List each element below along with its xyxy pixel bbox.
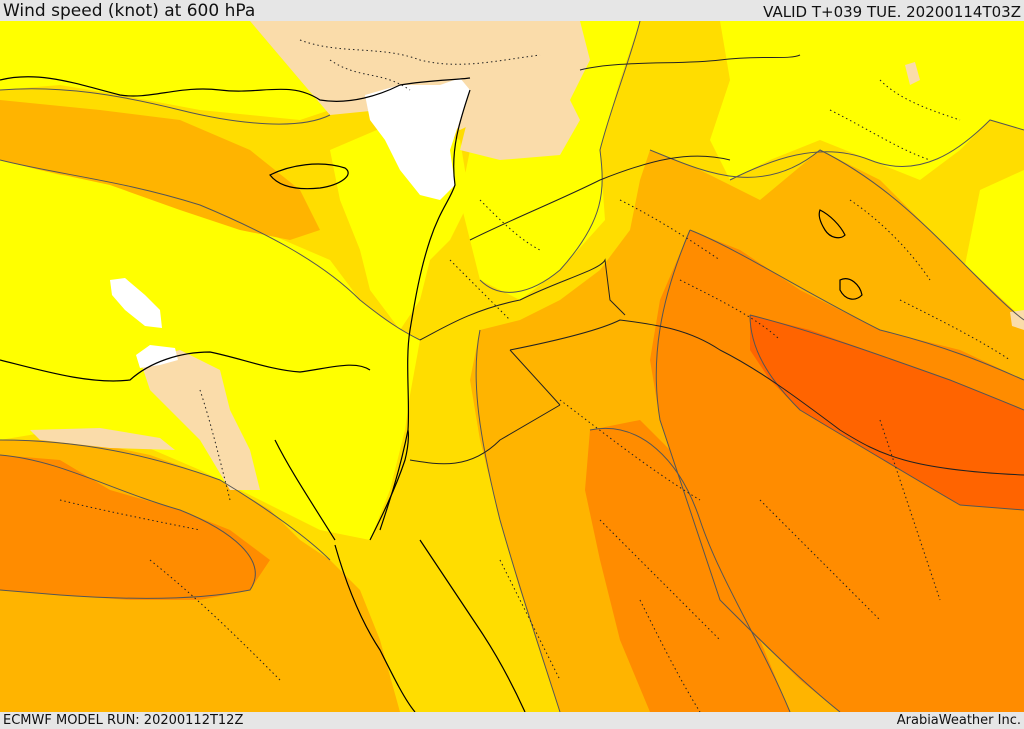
- fill-white-calm-levant: [365, 78, 470, 200]
- wind-speed-map[interactable]: [0, 21, 1024, 712]
- coastline-red-sea-east: [419, 539, 526, 712]
- fill-orange-arabia-south: [585, 420, 790, 712]
- fill-orange-egypt-west: [0, 455, 270, 600]
- contour-med-south: [0, 439, 331, 561]
- contour-orange-egypt: [0, 454, 256, 599]
- dotted-turkey-provinces: [299, 39, 541, 91]
- fill-tan-strip-egypt: [30, 428, 175, 450]
- contour-arabia-west: [475, 329, 561, 712]
- coastline-caspian-lake: [818, 209, 846, 239]
- dotted-iraq: [619, 199, 781, 341]
- dotted-egypt: [59, 389, 281, 681]
- fill-yellow-north-aegean: [0, 21, 330, 120]
- dotted-syria: [449, 199, 541, 321]
- valid-time-label: VALID T+039 TUE. 20200114T03Z: [763, 3, 1021, 21]
- contour-amber-yellow-turkey: [0, 159, 421, 341]
- fill-tan-egypt: [140, 350, 260, 490]
- contour-orange-south: [589, 428, 791, 712]
- fill-white-calm-med: [110, 278, 162, 328]
- fill-white-calm-egypt-coast: [136, 345, 178, 368]
- contour-iraq-west: [479, 21, 641, 293]
- coastline-red-sea-west: [334, 544, 416, 712]
- contour-iran-south: [729, 119, 1024, 181]
- contour-lines: [0, 21, 1024, 712]
- fill-tan-east-edge: [1010, 310, 1024, 330]
- coastline-levant: [379, 89, 471, 531]
- coastline-turkey-south: [0, 76, 471, 102]
- border-egypt-sinai: [409, 404, 561, 465]
- contour-orange-arabia: [689, 229, 1024, 381]
- country-borders: [409, 54, 1024, 476]
- fill-orange-arabia: [650, 230, 1024, 712]
- footer-bar: ECMWF MODEL RUN: 20200112T12Z ArabiaWeat…: [0, 712, 1024, 729]
- credit-label: ArabiaWeather Inc.: [896, 713, 1021, 728]
- contour-yellow-amber-north: [0, 88, 331, 125]
- coastline-gulf-lake: [839, 278, 863, 300]
- model-run-label: ECMWF MODEL RUN: 20200112T12Z: [3, 713, 244, 728]
- map-title: Wind speed (knot) at 600 hPa: [3, 1, 256, 21]
- map-canvas: [0, 21, 1024, 712]
- fill-yellow-iran: [710, 21, 1024, 180]
- fill-tan-small-east: [905, 62, 920, 85]
- fill-deep-orange-jet-core: [750, 315, 1024, 510]
- contour-orange-arabia-west: [655, 229, 841, 712]
- coastlines: [0, 76, 863, 712]
- dotted-red-sea-region: [499, 559, 701, 712]
- fill-amber-turkey-band: [0, 100, 320, 240]
- border-iraq-saudi: [509, 319, 1024, 476]
- border-jordan: [419, 258, 626, 341]
- header-bar: Wind speed (knot) at 600 hPa VALID T+039…: [0, 0, 1024, 21]
- contour-arabia-outer: [649, 149, 1024, 321]
- border-syria-iraq: [469, 54, 801, 241]
- border-saudi-west: [509, 349, 561, 406]
- coastline-sinai: [274, 429, 409, 541]
- fill-yellow-turkey-med: [0, 160, 420, 540]
- internal-boundaries: [59, 39, 1011, 712]
- contour-jet-core: [749, 314, 1024, 511]
- fill-tan-syria: [460, 80, 580, 160]
- coastline-egypt-north: [0, 351, 371, 382]
- fill-yellow-iraq: [460, 21, 640, 300]
- coastline-cyprus: [269, 163, 349, 190]
